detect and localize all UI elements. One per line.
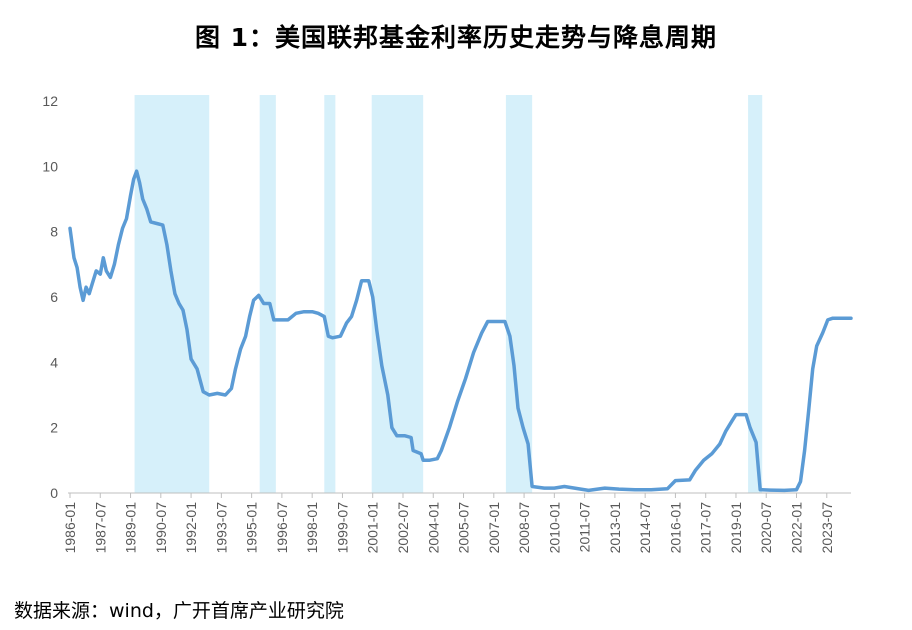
x-tick-label: 1996-07 [274, 502, 290, 554]
chart-title: 图 1：美国联邦基金利率历史走势与降息周期 [194, 23, 718, 52]
y-tick-label: 2 [50, 420, 58, 436]
x-tick-label: 2007-01 [486, 502, 502, 554]
x-tick-label: 2016-01 [667, 502, 683, 554]
rate-cut-period-band [324, 95, 336, 493]
y-tick-label: 10 [42, 158, 58, 174]
x-tick-label: 2001-01 [365, 502, 381, 554]
y-tick-label: 6 [50, 289, 58, 305]
y-tick-label: 8 [50, 224, 58, 240]
x-tick-label: 2002-07 [395, 502, 411, 554]
data-source-note: 数据来源：wind，广开首席产业研究院 [14, 600, 344, 622]
x-tick-label: 2017-07 [698, 502, 714, 554]
fed-funds-rate-line [68, 169, 853, 493]
x-tick-label: 2020-07 [758, 502, 774, 554]
x-tick-label: 1998-01 [304, 502, 320, 554]
x-tick-label: 1990-07 [153, 502, 169, 554]
x-tick-label: 2014-07 [637, 502, 653, 554]
x-tick-label: 2019-01 [728, 502, 744, 554]
x-tick-label: 2005-07 [456, 502, 472, 554]
x-tick-label: 2008-07 [516, 502, 532, 554]
x-tick-label: 2022-01 [789, 502, 805, 554]
x-tick-label: 1993-07 [213, 502, 229, 554]
x-tick-label: 2013-01 [607, 502, 623, 554]
rate-cut-period-band [748, 95, 763, 493]
x-tick-label: 2023-07 [819, 502, 835, 554]
y-tick-label: 0 [50, 485, 58, 501]
rate-cut-period-band [134, 95, 210, 493]
x-tick-label: 1995-01 [244, 502, 260, 554]
rate-cut-period-band [505, 95, 533, 493]
x-tick-label: 1992-01 [183, 502, 199, 554]
x-tick-label: 1986-01 [62, 502, 78, 554]
y-tick-label: 4 [50, 354, 58, 370]
x-tick-label: 1999-07 [334, 502, 350, 554]
x-tick-label: 2004-01 [425, 502, 441, 554]
y-tick-label: 12 [42, 93, 58, 109]
x-tick-label: 2010-01 [546, 502, 562, 554]
x-tick-label: 1989-01 [123, 502, 139, 554]
x-tick-label: 2011-07 [577, 502, 593, 553]
x-tick-label: 1987-07 [92, 502, 108, 554]
rate-cut-period-band [371, 95, 424, 493]
rate-cut-period-band [259, 95, 276, 493]
